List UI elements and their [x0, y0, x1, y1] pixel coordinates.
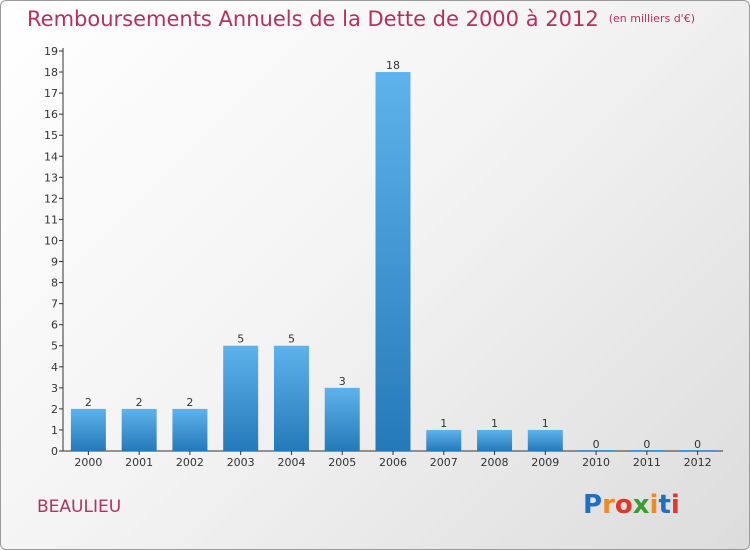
bars: [70, 72, 716, 451]
bar: [172, 408, 208, 451]
unit-label: (en milliers d'€): [608, 12, 695, 25]
logo-letter: x: [632, 490, 650, 520]
logo-letter: t: [658, 490, 671, 520]
bar: [426, 429, 462, 451]
y-tick-label: 11: [44, 213, 58, 226]
x-tick-label: 2011: [633, 456, 661, 469]
data-label: 2: [85, 396, 92, 409]
bar: [477, 429, 513, 451]
x-tick-label: 2008: [481, 456, 509, 469]
y-tick-label: 17: [44, 87, 58, 100]
bar: [324, 387, 360, 451]
x-tick-label: 2004: [277, 456, 305, 469]
y-tick-label: 18: [44, 66, 58, 79]
title-text: Remboursements Annuels de la Dette de 20…: [27, 7, 599, 31]
y-tick-label: 14: [44, 150, 58, 163]
bar: [375, 72, 411, 451]
bar: [680, 450, 716, 451]
y-tick-label: 9: [51, 256, 58, 269]
logo-letter: i: [670, 490, 680, 520]
data-label: 1: [440, 417, 447, 430]
y-tick-label: 13: [44, 171, 58, 184]
x-tick-label: 2005: [328, 456, 356, 469]
data-label: 0: [694, 438, 701, 451]
data-label: 18: [386, 59, 400, 72]
y-tick-label: 4: [51, 361, 58, 374]
logo-letter: i: [649, 490, 659, 520]
bar: [527, 429, 563, 451]
data-label: 2: [186, 396, 193, 409]
y-tick-label: 6: [51, 319, 58, 332]
x-tick-label: 2002: [176, 456, 204, 469]
x-tick-label: 2007: [430, 456, 458, 469]
value-labels: 2 2 2 5 5 3 18 1 1 1 0 0 0: [85, 59, 701, 451]
city-name: BEAULIEU: [37, 497, 122, 517]
bar: [629, 450, 665, 451]
logo-letter: P: [583, 490, 603, 520]
y-tick-label: 12: [44, 192, 58, 205]
x-tick-label: 2010: [582, 456, 610, 469]
data-label: 2: [136, 396, 143, 409]
bar: [578, 450, 614, 451]
data-label: 1: [491, 417, 498, 430]
data-label: 5: [237, 333, 244, 346]
y-tick-label: 1: [51, 424, 58, 437]
y-tick-label: 0: [51, 445, 58, 458]
x-tick-label: 2006: [379, 456, 407, 469]
y-tick-label: 5: [51, 340, 58, 353]
data-label: 5: [288, 333, 295, 346]
y-tick-label: 19: [44, 45, 58, 58]
data-label: 1: [542, 417, 549, 430]
x-tick-label: 2003: [227, 456, 255, 469]
y-tick-label: 2: [51, 403, 58, 416]
logo-letter: r: [602, 490, 615, 520]
x-tick-label: 2001: [125, 456, 153, 469]
bar: [273, 345, 309, 451]
y-tick-label: 3: [51, 382, 58, 395]
bar: [121, 408, 157, 451]
data-label: 0: [643, 438, 650, 451]
proxiti-logo[interactable]: Proxiti: [583, 490, 680, 520]
logo-letter: o: [614, 490, 633, 520]
y-tick-label: 15: [44, 129, 58, 142]
y-tick-label: 7: [51, 298, 58, 311]
bar: [223, 345, 259, 451]
x-tick-label: 2000: [74, 456, 102, 469]
x-tick-label: 2012: [684, 456, 712, 469]
x-tick-label: 2009: [531, 456, 559, 469]
bar: [70, 408, 106, 451]
y-tick-label: 10: [44, 234, 58, 247]
data-label: 0: [593, 438, 600, 451]
chart-title: Remboursements Annuels de la Dette de 20…: [27, 7, 695, 31]
y-tick-label: 16: [44, 108, 58, 121]
y-tick-label: 8: [51, 277, 58, 290]
data-label: 3: [339, 375, 346, 388]
